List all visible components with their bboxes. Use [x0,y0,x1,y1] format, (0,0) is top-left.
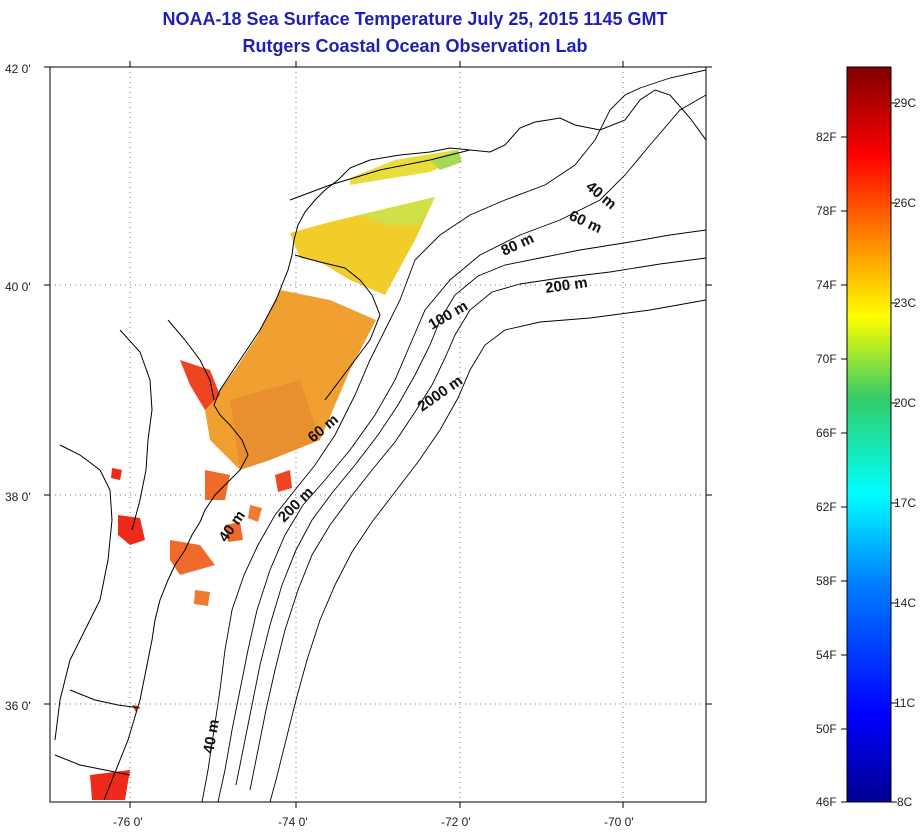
cb-f-46: 46F [816,795,837,809]
cb-f-54: 54F [816,648,837,662]
colorbar-ticks [841,102,897,803]
cb-f-70: 70F [816,352,837,366]
cb-f-82: 82F [816,130,837,144]
lat-label-42: 42 0' [5,62,31,76]
lat-label-38: 38 0' [5,490,31,504]
cb-c-29: 29C [894,96,916,110]
cb-f-66: 66F [816,426,837,440]
sst-data-layer [90,150,462,800]
cb-f-74: 74F [816,278,837,292]
cb-c-8: 8C [897,795,913,809]
cb-f-50: 50F [816,722,837,736]
cb-c-14: 14C [894,596,916,610]
cb-c-11: 11C [894,696,915,710]
cb-c-17: 17C [894,496,916,510]
cb-f-58: 58F [816,574,837,588]
bathymetry-contours [201,69,706,802]
lon-label-74: -74 0' [278,815,308,829]
map-title: NOAA-18 Sea Surface Temperature July 25,… [162,9,668,29]
coastline [54,89,706,801]
depth-label-200m-north: 200 m [544,274,588,297]
cb-f-78: 78F [816,204,837,218]
lon-label-70: -70 0' [604,815,634,829]
cb-c-23: 23C [894,296,916,310]
colorbar-celsius-labels: 29C 26C 23C 20C 17C 14C 11C 8C [894,96,916,809]
lon-label-72: -72 0' [441,815,471,829]
cb-c-26: 26C [894,196,916,210]
latitude-labels: 42 0' 40 0' 38 0' 36 0' [5,62,31,713]
depth-label-40m-south: 40 m [200,718,223,755]
map-subtitle: Rutgers Coastal Ocean Observation Lab [242,36,588,56]
lat-label-40: 40 0' [5,280,31,294]
cb-f-62: 62F [816,500,837,514]
axis-ticks [44,61,712,808]
cb-c-20: 20C [894,396,916,410]
colorbar-fahrenheit-labels: 82F 78F 74F 70F 66F 62F 58F 54F 50F 46F [816,130,837,809]
lon-label-76: -76 0' [113,815,143,829]
longitude-labels: -76 0' -74 0' -72 0' -70 0' [113,815,634,829]
lat-label-36: 36 0' [5,699,31,713]
colorbar [846,66,892,803]
